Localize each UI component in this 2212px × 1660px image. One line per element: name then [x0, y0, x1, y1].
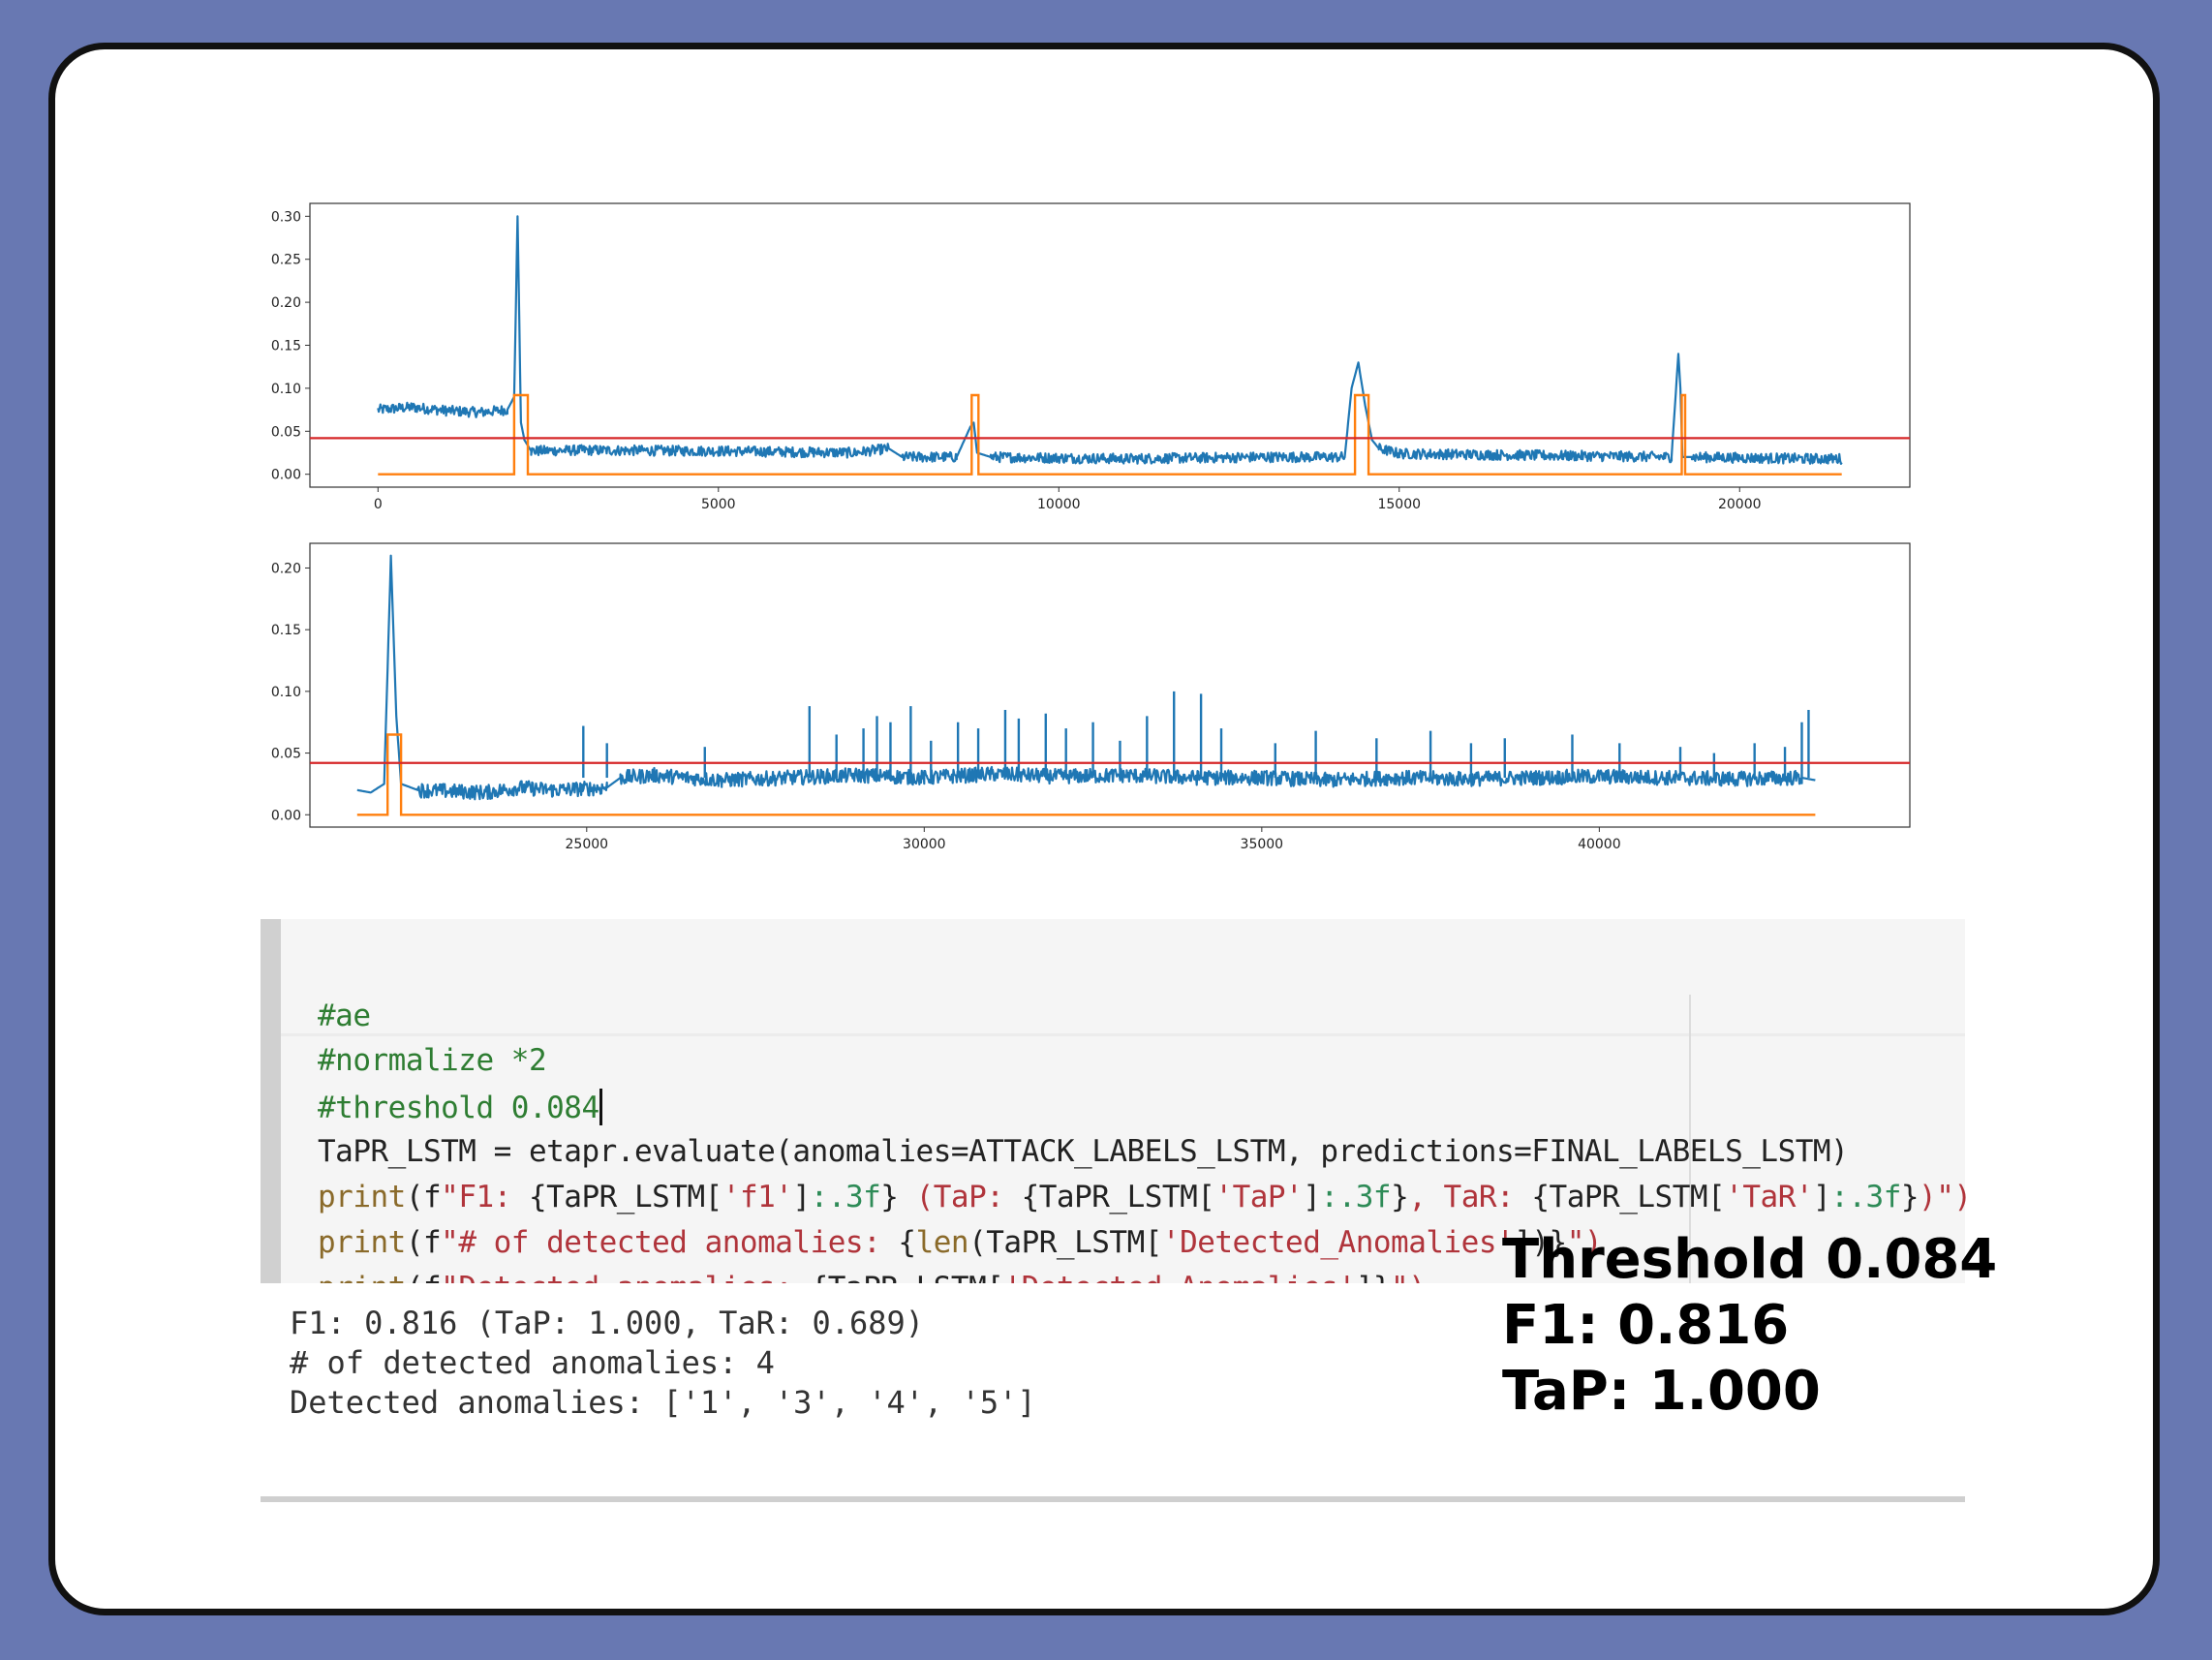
text-cursor: [599, 1089, 602, 1125]
code-token: , TaR:: [1408, 1180, 1532, 1214]
code-token: }: [1391, 1180, 1409, 1214]
result-annotation: Threshold 0.084 F1: 0.816 TaP: 1.000: [1502, 1227, 1997, 1425]
plots-area: 0.00 0.05 0.10 0.15 0.20 0.25 0.30 0 5000 10000 15…: [271, 202, 1911, 852]
code-token: TaPR_LSTM = etapr.evaluate(anomalies=ATT…: [318, 1134, 1849, 1169]
code-token: "F1:: [441, 1180, 529, 1214]
output-line-detected: Detected anomalies: ['1', '3', '4', '5']: [290, 1384, 1036, 1421]
x-tick-label: 15000: [1377, 497, 1421, 512]
x-tick-label: 30000: [903, 837, 946, 852]
x-tick-label: 5000: [701, 497, 736, 512]
code-token: #normalize *2: [318, 1043, 547, 1078]
code-token: 'TaP': [1214, 1180, 1304, 1214]
code-token: {TaPR_LSTM[: [1531, 1180, 1726, 1214]
y-tick-label: 0.15: [271, 623, 301, 638]
code-token: :.3f: [1830, 1180, 1901, 1214]
y-tick-label: 0.05: [271, 747, 301, 762]
signal-series-line: [356, 554, 1816, 801]
code-token: }: [880, 1180, 916, 1214]
output-line-count: # of detected anomalies: 4: [290, 1344, 775, 1381]
y-tick-label: 0.05: [271, 424, 301, 440]
code-line[interactable]: #threshold 0.084: [318, 1089, 602, 1125]
code-line[interactable]: #normalize *2: [318, 1043, 547, 1078]
code-token: print: [318, 1180, 406, 1214]
code-token: (TaP:: [915, 1180, 1022, 1214]
code-token: (f: [405, 1180, 442, 1214]
code-line[interactable]: print(f"# of detected anomalies: {len(Ta…: [318, 1225, 1603, 1260]
code-token: "# of detected anomalies:: [441, 1225, 899, 1260]
y-tick-label: 0.00: [271, 808, 301, 823]
output-line-f1: F1: 0.816 (TaP: 1.000, TaR: 0.689): [290, 1305, 925, 1341]
code-token: ]: [1303, 1180, 1321, 1214]
y-tick-label: 0.00: [271, 468, 301, 483]
code-line[interactable]: print(f"F1: {TaPR_LSTM['f1']:.3f} (TaP: …: [318, 1180, 1972, 1214]
x-tick-label: 0: [374, 497, 383, 512]
code-token: )"): [1919, 1180, 1972, 1214]
code-token: print: [318, 1225, 406, 1260]
code-token: {TaPR_LSTM[: [1021, 1180, 1215, 1214]
annotation-threshold: Threshold 0.084: [1502, 1228, 1998, 1291]
plot-frame: [309, 542, 1911, 828]
code-token: 'f1': [722, 1180, 793, 1214]
code-token: (TaPR_LSTM[: [968, 1225, 1162, 1260]
code-line[interactable]: #ae: [318, 999, 371, 1033]
plot-content: [310, 215, 1910, 476]
code-token: "): [1566, 1225, 1603, 1260]
y-tick-label: 0.10: [271, 382, 301, 397]
code-token: :.3f: [810, 1180, 881, 1214]
code-token: {: [898, 1225, 916, 1260]
annotation-f1: F1: 0.816: [1502, 1294, 1790, 1357]
x-tick-label: 35000: [1241, 837, 1284, 852]
code-token: 'Detected_Anomalies': [1161, 1225, 1515, 1260]
code-token: {TaPR_LSTM[: [528, 1180, 722, 1214]
code-token: ]: [792, 1180, 811, 1214]
annotation-tap: TaP: 1.000: [1502, 1360, 1821, 1423]
attack-label-series-line: [356, 733, 1816, 816]
plot-frame: [309, 202, 1911, 488]
code-token: :.3f: [1320, 1180, 1392, 1214]
code-token: len: [915, 1225, 969, 1260]
y-tick-label: 0.30: [271, 209, 301, 225]
chart-2: 0.00 0.05 0.10 0.15 0.20 25000 30000 35000 40000: [271, 542, 1911, 852]
code-token: 'TaR': [1725, 1180, 1814, 1214]
slide-frame: 0.00 0.05 0.10 0.15 0.20 0.25 0.30 0 5000 10000 15…: [48, 43, 2160, 1615]
x-tick-label: 25000: [566, 837, 609, 852]
attack-label-series-line: [378, 393, 1842, 476]
code-token: ]: [1813, 1180, 1831, 1214]
code-line[interactable]: TaPR_LSTM = etapr.evaluate(anomalies=ATT…: [318, 1134, 1849, 1169]
cell-output: F1: 0.816 (TaP: 1.000, TaR: 0.689) # of …: [261, 1283, 1965, 1502]
y-tick-label: 0.20: [271, 561, 301, 576]
y-tick-label: 0.25: [271, 253, 301, 268]
x-tick-label: 40000: [1578, 837, 1621, 852]
code-token: (f: [405, 1225, 442, 1260]
x-tick-label: 20000: [1718, 497, 1762, 512]
plot-content: [310, 554, 1910, 816]
y-tick-label: 0.20: [271, 295, 301, 311]
code-token: #ae: [318, 999, 371, 1033]
chart-1: 0.00 0.05 0.10 0.15 0.20 0.25 0.30 0 5000 10000 15…: [271, 202, 1911, 512]
cell-separator: [281, 1033, 1965, 1036]
y-tick-label: 0.15: [271, 339, 301, 354]
y-tick-label: 0.10: [271, 685, 301, 700]
code-token: ])}: [1514, 1225, 1567, 1260]
signal-series-line: [377, 215, 1843, 465]
x-tick-label: 10000: [1037, 497, 1081, 512]
code-token: #threshold 0.084: [318, 1091, 599, 1125]
line-length-guide: [1689, 995, 1691, 1285]
code-token: }: [1900, 1180, 1920, 1214]
